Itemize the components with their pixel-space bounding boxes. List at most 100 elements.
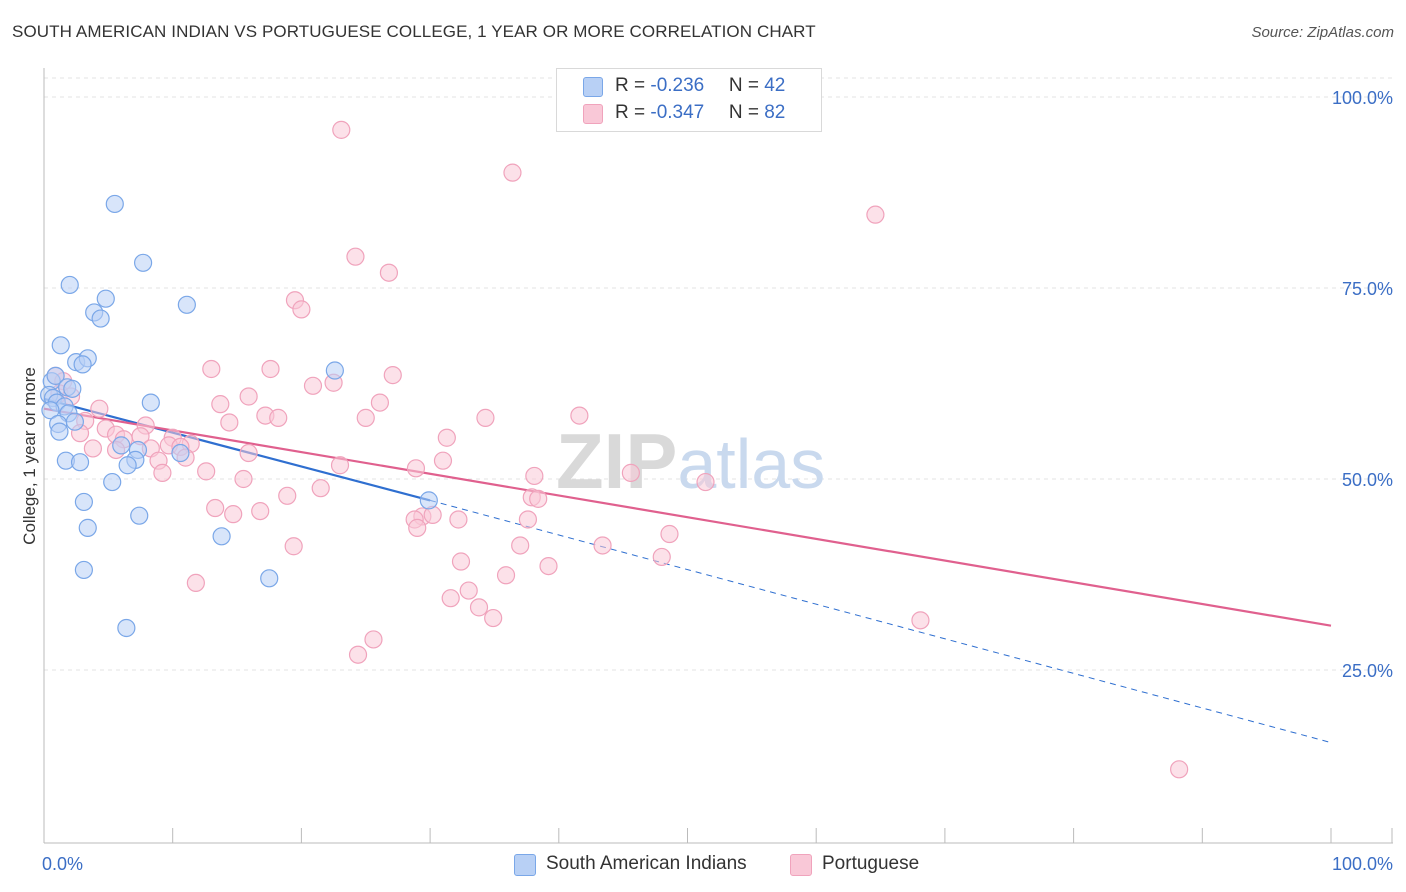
data-point-portuguese-49[interactable] bbox=[621, 463, 640, 482]
data-point-portuguese-26[interactable] bbox=[220, 413, 239, 432]
data-point-south-american-indians-7[interactable] bbox=[51, 336, 70, 355]
legend-swatch-pink bbox=[583, 104, 603, 124]
data-point-portuguese-82[interactable] bbox=[1170, 760, 1189, 779]
data-point-portuguese-59[interactable] bbox=[224, 505, 243, 524]
data-point-portuguese-81[interactable] bbox=[348, 645, 368, 664]
data-point-portuguese-65[interactable] bbox=[408, 518, 427, 537]
y-tick-label-25: 25.0% bbox=[1342, 661, 1393, 681]
data-point-portuguese-46[interactable] bbox=[406, 459, 426, 478]
trend-lines bbox=[43, 397, 1332, 744]
data-point-portuguese-63[interactable] bbox=[518, 510, 538, 529]
data-point-portuguese-48[interactable] bbox=[153, 463, 172, 482]
data-point-portuguese-41[interactable] bbox=[239, 443, 258, 463]
n-value: 82 bbox=[764, 102, 786, 123]
data-point-south-american-indians-6[interactable] bbox=[177, 295, 196, 314]
data-point-south-american-indians-37[interactable] bbox=[78, 518, 97, 537]
data-point-portuguese-4[interactable] bbox=[379, 263, 399, 282]
data-point-south-american-indians-34[interactable] bbox=[419, 491, 438, 510]
data-point-portuguese-22[interactable] bbox=[356, 408, 375, 427]
data-point-portuguese-21[interactable] bbox=[269, 408, 288, 427]
data-point-portuguese-71[interactable] bbox=[451, 552, 471, 571]
data-point-portuguese-55[interactable] bbox=[278, 486, 297, 505]
data-point-south-american-indians-10[interactable] bbox=[73, 355, 92, 374]
data-point-portuguese-72[interactable] bbox=[539, 556, 558, 576]
data-point-portuguese-19[interactable] bbox=[90, 399, 109, 418]
data-point-portuguese-47[interactable] bbox=[197, 462, 216, 481]
data-point-portuguese-33[interactable] bbox=[437, 428, 456, 447]
data-point-south-american-indians-32[interactable] bbox=[118, 456, 137, 475]
data-point-south-american-indians-2[interactable] bbox=[60, 275, 79, 295]
data-point-south-american-indians-1[interactable] bbox=[133, 253, 153, 272]
data-point-portuguese-78[interactable] bbox=[484, 608, 503, 628]
data-point-portuguese-17[interactable] bbox=[211, 395, 230, 414]
chart-title: SOUTH AMERICAN INDIAN VS PORTUGUESE COLL… bbox=[12, 22, 816, 41]
data-point-portuguese-39[interactable] bbox=[83, 439, 103, 458]
data-point-portuguese-75[interactable] bbox=[459, 581, 478, 600]
data-point-south-american-indians-33[interactable] bbox=[103, 472, 122, 492]
data-point-south-american-indians-11[interactable] bbox=[325, 361, 344, 380]
data-point-south-american-indians-13[interactable] bbox=[46, 366, 65, 385]
data-point-portuguese-74[interactable] bbox=[186, 573, 205, 593]
data-point-south-american-indians-19[interactable] bbox=[63, 379, 82, 398]
data-point-south-american-indians-20[interactable] bbox=[141, 393, 160, 412]
data-point-portuguese-2[interactable] bbox=[866, 205, 885, 224]
data-point-portuguese-64[interactable] bbox=[449, 510, 468, 529]
data-point-portuguese-58[interactable] bbox=[251, 501, 270, 521]
data-point-south-american-indians-39[interactable] bbox=[74, 560, 93, 580]
data-point-portuguese-3[interactable] bbox=[346, 247, 365, 266]
data-point-portuguese-52[interactable] bbox=[696, 472, 715, 492]
data-point-portuguese-77[interactable] bbox=[469, 598, 489, 617]
data-point-portuguese-50[interactable] bbox=[525, 466, 544, 486]
data-point-portuguese-8[interactable] bbox=[261, 359, 280, 379]
data-point-south-american-indians-30[interactable] bbox=[70, 453, 90, 472]
data-point-south-american-indians-41[interactable] bbox=[117, 618, 136, 638]
data-point-portuguese-57[interactable] bbox=[206, 498, 225, 518]
x-tick-label-max: 100.0% bbox=[1332, 854, 1393, 874]
x-tick-labels: 0.0% 100.0% bbox=[42, 854, 1393, 874]
data-point-portuguese-24[interactable] bbox=[570, 406, 589, 425]
trend-line-south-american-indians bbox=[43, 397, 431, 502]
data-point-portuguese-76[interactable] bbox=[441, 589, 460, 608]
watermark: ZIPatlas bbox=[556, 417, 825, 505]
data-point-south-american-indians-5[interactable] bbox=[91, 309, 110, 328]
n-label: N = bbox=[728, 75, 765, 96]
data-point-portuguese-79[interactable] bbox=[911, 611, 930, 630]
data-point-south-american-indians-0[interactable] bbox=[105, 194, 124, 214]
y-tick-labels: 25.0% 50.0% 75.0% 100.0% bbox=[1332, 88, 1393, 681]
data-point-portuguese-23[interactable] bbox=[476, 408, 495, 427]
data-point-south-american-indians-35[interactable] bbox=[74, 492, 93, 512]
data-point-south-american-indians-24[interactable] bbox=[65, 412, 84, 431]
data-point-portuguese-44[interactable] bbox=[433, 451, 453, 470]
watermark-atlas: atlas bbox=[677, 425, 825, 503]
data-point-south-american-indians-36[interactable] bbox=[130, 506, 149, 525]
data-point-portuguese-53[interactable] bbox=[311, 479, 330, 498]
data-point-south-american-indians-3[interactable] bbox=[96, 289, 115, 308]
data-point-portuguese-0[interactable] bbox=[332, 120, 351, 139]
data-point-south-american-indians-28[interactable] bbox=[171, 443, 190, 463]
data-point-south-american-indians-25[interactable] bbox=[50, 422, 69, 441]
data-point-south-american-indians-21[interactable] bbox=[41, 401, 60, 420]
data-point-portuguese-80[interactable] bbox=[364, 630, 383, 649]
data-point-portuguese-7[interactable] bbox=[202, 359, 221, 379]
data-point-portuguese-11[interactable] bbox=[303, 376, 323, 395]
data-point-portuguese-69[interactable] bbox=[593, 536, 612, 555]
data-point-portuguese-67[interactable] bbox=[284, 537, 303, 556]
data-point-portuguese-51[interactable] bbox=[234, 469, 253, 489]
data-point-portuguese-18[interactable] bbox=[370, 393, 390, 412]
data-point-portuguese-66[interactable] bbox=[660, 524, 679, 544]
n-value: 42 bbox=[764, 75, 786, 96]
data-point-portuguese-56[interactable] bbox=[529, 489, 548, 508]
data-point-portuguese-9[interactable] bbox=[383, 365, 402, 385]
data-point-portuguese-1[interactable] bbox=[503, 163, 522, 182]
data-point-portuguese-73[interactable] bbox=[496, 566, 516, 585]
data-point-portuguese-70[interactable] bbox=[652, 547, 671, 567]
data-point-portuguese-68[interactable] bbox=[511, 536, 530, 555]
data-point-portuguese-6[interactable] bbox=[292, 300, 311, 319]
data-point-portuguese-16[interactable] bbox=[239, 387, 258, 406]
data-point-south-american-indians-26[interactable] bbox=[112, 436, 131, 455]
data-point-portuguese-45[interactable] bbox=[330, 456, 350, 475]
data-point-south-american-indians-40[interactable] bbox=[260, 569, 279, 588]
legend-swatch-pink bbox=[790, 854, 812, 876]
data-point-south-american-indians-38[interactable] bbox=[212, 527, 231, 546]
